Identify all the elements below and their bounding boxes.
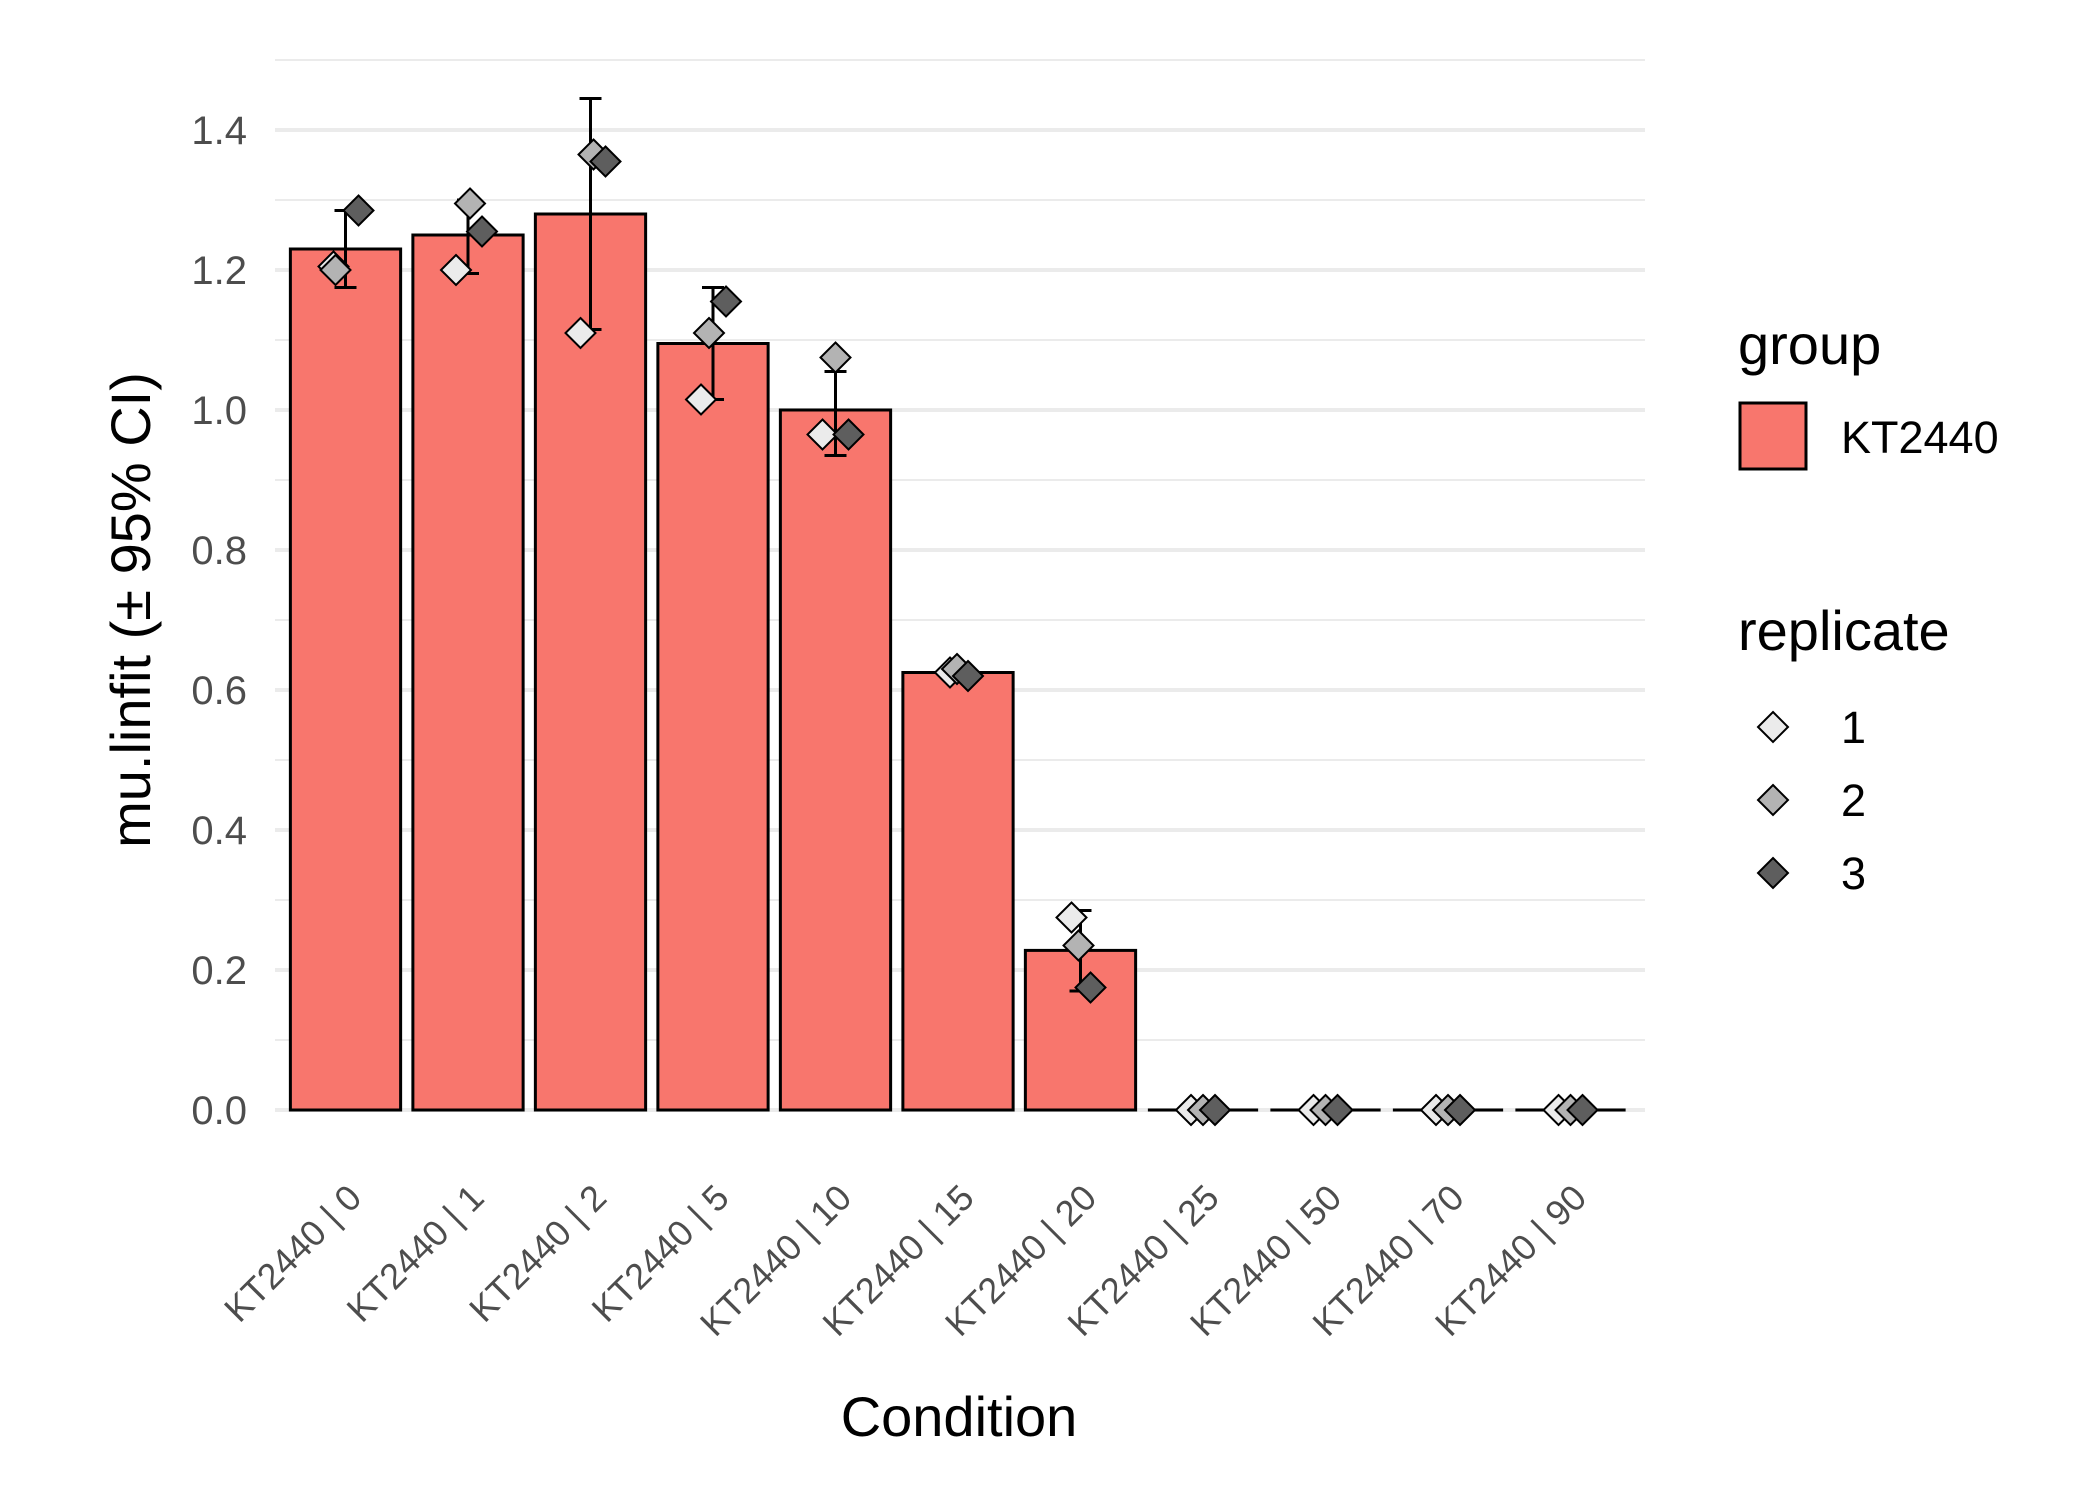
y-tick-label: 0.6	[191, 669, 247, 713]
y-tick-label: 1.0	[191, 389, 247, 433]
replicate-point	[319, 253, 352, 287]
replicate-point	[692, 316, 726, 350]
replicate-point	[1055, 901, 1088, 934]
legend-replicate-label: 2	[1841, 775, 1866, 826]
replicate-point	[1074, 971, 1107, 1004]
replicate-point	[589, 145, 622, 178]
legend-replicate-title: replicate	[1738, 599, 1950, 662]
bar	[411, 233, 525, 1112]
replicate-point	[1321, 1093, 1354, 1127]
replicate-point	[951, 659, 985, 693]
replicate-point	[819, 341, 852, 374]
legend-group-label: KT2440	[1841, 412, 1999, 463]
legend-group-title: group	[1738, 313, 1881, 376]
replicate-point	[1443, 1093, 1477, 1127]
bar	[901, 671, 1015, 1112]
replicate-point	[465, 215, 499, 248]
legend-replicate-marker	[1756, 710, 1790, 744]
y-tick-label: 0.2	[191, 949, 247, 993]
y-tick-label: 0.4	[191, 809, 247, 853]
bar	[656, 342, 770, 1112]
legend-replicate-entries: 1 2 3	[1756, 702, 1866, 899]
y-tick-label: 1.4	[191, 109, 247, 153]
replicate-point	[564, 316, 597, 350]
bars	[288, 212, 1626, 1112]
y-tick-label: 0.0	[191, 1089, 247, 1133]
replicate-point	[709, 285, 743, 318]
x-axis-title: Condition	[841, 1385, 1078, 1448]
legend-replicate-marker	[1756, 783, 1790, 817]
bar	[288, 247, 403, 1112]
replicate-point	[1062, 929, 1095, 962]
replicate-point	[1198, 1093, 1232, 1127]
y-axis-ticks: 0.0 0.2 0.4 0.6 0.8 1.0 1.2 1.4	[191, 109, 247, 1133]
bar	[533, 212, 648, 1112]
replicate-point	[453, 187, 487, 220]
replicate-point	[1566, 1093, 1599, 1127]
legend-replicate-label: 1	[1841, 702, 1866, 753]
replicate-point	[832, 418, 865, 451]
replicate-point	[439, 253, 473, 287]
y-tick-label: 0.8	[191, 529, 247, 573]
replicate-point	[342, 194, 375, 227]
replicate-points	[317, 138, 1599, 1127]
legend-replicate-marker	[1756, 856, 1790, 890]
replicate-point	[806, 418, 839, 451]
y-tick-label: 1.2	[191, 249, 247, 293]
y-axis-title: mu.linfit (± 95% CI)	[99, 372, 162, 848]
legend: group KT2440 replicate 1 2 3	[1738, 313, 1999, 899]
bar	[778, 408, 893, 1112]
legend-group-swatch	[1738, 401, 1808, 471]
replicate-point	[684, 383, 718, 416]
legend-replicate-label: 3	[1841, 848, 1866, 899]
